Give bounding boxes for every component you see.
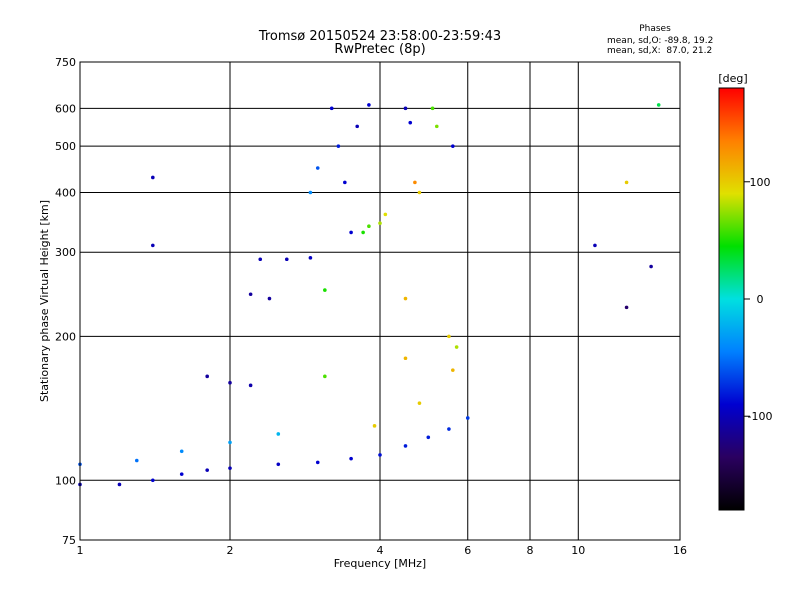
x-axis-label: Frequency [MHz] [334,557,426,570]
data-point [228,466,232,470]
x-axis-ticks: 1 2 4 6 8 10 16 [77,544,688,557]
data-point [343,180,347,185]
chart-subtitle: RwPretec (8p) [334,42,425,57]
data-point [205,468,209,472]
data-point [465,416,470,420]
data-point [383,212,388,217]
data-point [151,175,155,180]
plot-frame [79,61,681,541]
data-point [434,124,439,129]
data-point [413,180,417,185]
data-point [349,456,353,461]
data-point [248,383,253,388]
gridlines [80,62,680,540]
data-point [276,432,281,436]
x-tick-label: 1 [77,544,84,557]
colorbar-ticks: 100 0 -100 [744,176,772,423]
data-point [151,478,155,483]
data-point [349,230,353,235]
data-point [624,305,629,310]
y-axis-ticks: 75 100 200 300 400 500 600 750 [55,56,76,547]
x-tick-label: 6 [464,544,471,557]
y-tick-label: 500 [55,140,76,153]
colorbar-tick-label: 0 [757,293,764,306]
phase-stats-x: mean, sd,X: 87.0, 21.2 [607,46,712,56]
data-point [205,374,209,379]
data-point [284,257,289,262]
data-point [649,264,653,269]
y-axis-label: Stationary phase Virtual Height [km] [38,200,51,402]
data-point [378,221,382,226]
x-tick-label: 2 [227,544,234,557]
data-point [308,190,313,195]
data-point [378,453,382,457]
colorbar-tick-label: 100 [750,176,771,189]
data-points [78,103,661,487]
data-point [267,296,272,301]
y-tick-label: 75 [62,534,76,547]
data-point [329,106,334,111]
y-tick-label: 300 [55,246,76,259]
data-point [336,144,341,148]
data-point [361,230,365,235]
x-tick-label: 8 [527,544,534,557]
y-tick-label: 100 [55,474,76,487]
data-point [403,296,408,301]
data-point [426,435,431,440]
data-point [323,374,327,379]
x-tick-label: 4 [377,544,384,557]
y-tick-label: 600 [55,102,76,115]
colorbar [718,87,745,511]
data-point [656,103,661,107]
data-point [315,460,320,465]
data-point [315,166,320,170]
colorbar-label: [deg] [718,72,747,85]
x-tick-label: 10 [571,544,585,557]
data-point [117,482,122,487]
data-point [403,444,408,448]
data-point [372,424,377,428]
phase-stats-heading: Phases [639,24,671,34]
data-point [258,257,263,262]
data-point [179,472,184,476]
data-point [447,334,451,339]
data-point [367,224,371,229]
data-point [417,401,422,405]
y-tick-label: 750 [55,56,76,69]
data-point [451,368,455,372]
data-point [451,144,455,148]
data-point [403,106,408,111]
data-point [624,180,629,185]
phase-stats-o: mean, sd,O: -89.8, 19.2 [607,36,713,46]
y-tick-label: 400 [55,186,76,199]
data-point [248,292,253,297]
data-point [323,288,327,292]
data-point [276,462,281,467]
data-point [151,243,155,248]
data-point [308,256,313,260]
x-tick-label: 16 [673,544,687,557]
data-point [408,120,413,125]
data-point [447,427,451,431]
data-point [179,449,184,454]
chart-title: Tromsø 20150524 23:58:00-23:59:43 [258,29,501,44]
data-point [228,380,232,385]
data-point [355,124,359,129]
y-tick-label: 200 [55,330,76,343]
data-point [430,106,435,111]
data-point [454,345,459,349]
data-point [367,103,371,107]
colorbar-tick-label: -100 [748,410,773,423]
data-point [134,458,139,463]
data-point [417,190,422,195]
data-point [403,356,408,361]
data-point [228,440,232,445]
data-point [593,243,597,248]
